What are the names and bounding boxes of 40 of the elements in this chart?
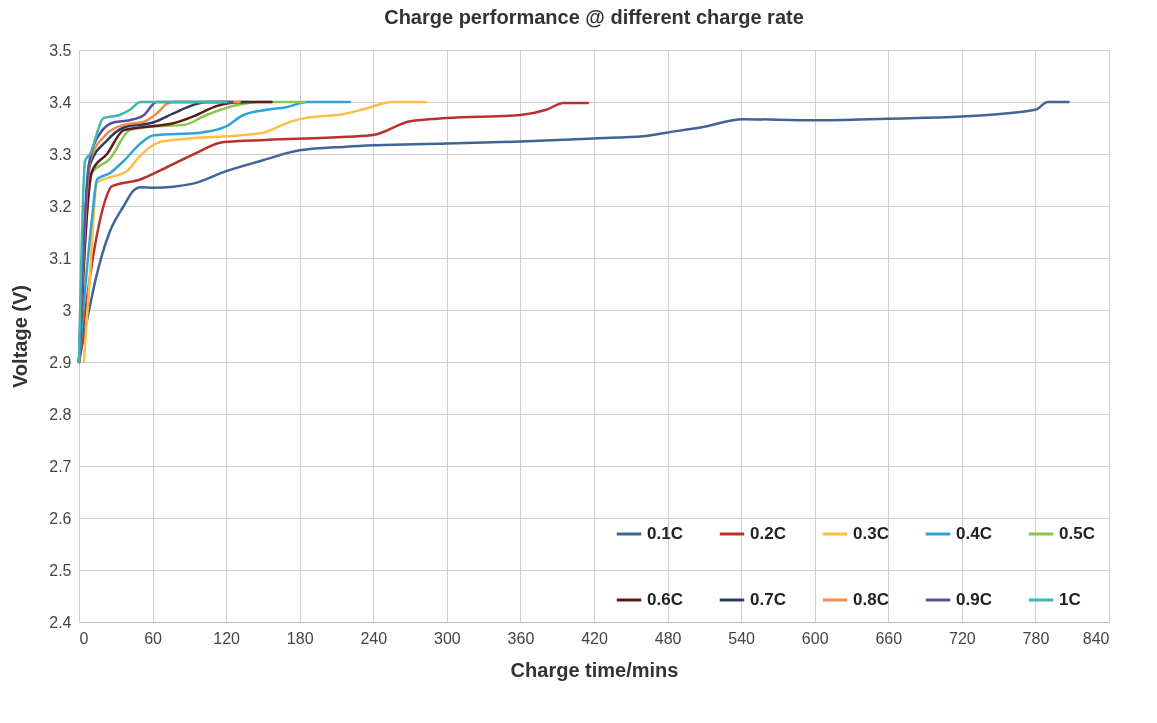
- y-tick-label: 2.5: [49, 561, 72, 579]
- x-tick-label: 660: [875, 629, 903, 647]
- x-tick-label: 600: [801, 629, 829, 647]
- x-tick-label: 180: [286, 629, 314, 647]
- x-tick-label: 360: [507, 629, 535, 647]
- x-tick-label: 420: [581, 629, 608, 647]
- x-tick-label: 300: [434, 629, 461, 647]
- legend-label: 0.8C: [853, 590, 889, 609]
- x-tick-label: 480: [654, 629, 682, 647]
- legend-label: 0.4C: [956, 524, 992, 543]
- legend-label: 0.9C: [956, 590, 992, 609]
- y-tick-label: 2.7: [49, 457, 72, 475]
- y-tick-label: 3: [62, 301, 72, 319]
- y-tick-label: 3.4: [49, 93, 72, 111]
- legend-label: 0.3C: [853, 524, 889, 543]
- y-tick-label: 3.2: [49, 197, 72, 215]
- x-tick-label: 540: [728, 629, 756, 647]
- x-tick-label: 780: [1022, 629, 1050, 647]
- legend-label: 0.1C: [647, 524, 683, 543]
- x-tick-label: 120: [213, 629, 241, 647]
- legend-label: 0.5C: [1059, 524, 1095, 543]
- x-tick-label: 840: [1082, 629, 1110, 647]
- y-tick-label: 3.1: [49, 249, 72, 267]
- y-tick-label: 2.6: [49, 509, 72, 527]
- legend-label: 1C: [1059, 590, 1081, 609]
- y-tick-label: 3.3: [49, 145, 72, 163]
- y-tick-label: 2.9: [49, 353, 72, 371]
- x-tick-label: 240: [360, 629, 388, 647]
- x-tick-label: 720: [949, 629, 976, 647]
- y-tick-label: 3.5: [49, 41, 72, 59]
- y-tick-label: 2.8: [49, 405, 72, 423]
- y-tick-label: 2.4: [49, 613, 72, 631]
- legend-label: 0.7C: [750, 590, 786, 609]
- legend-label: 0.2C: [750, 524, 786, 543]
- x-axis-title: Charge time/mins: [510, 658, 679, 681]
- y-axis-title: Voltage (V): [9, 285, 32, 388]
- legend-label: 0.6C: [647, 590, 683, 609]
- chart-title: Charge performance @ different charge rate: [384, 6, 804, 28]
- x-tick-label: 0: [79, 629, 89, 647]
- x-tick-label: 60: [144, 629, 163, 647]
